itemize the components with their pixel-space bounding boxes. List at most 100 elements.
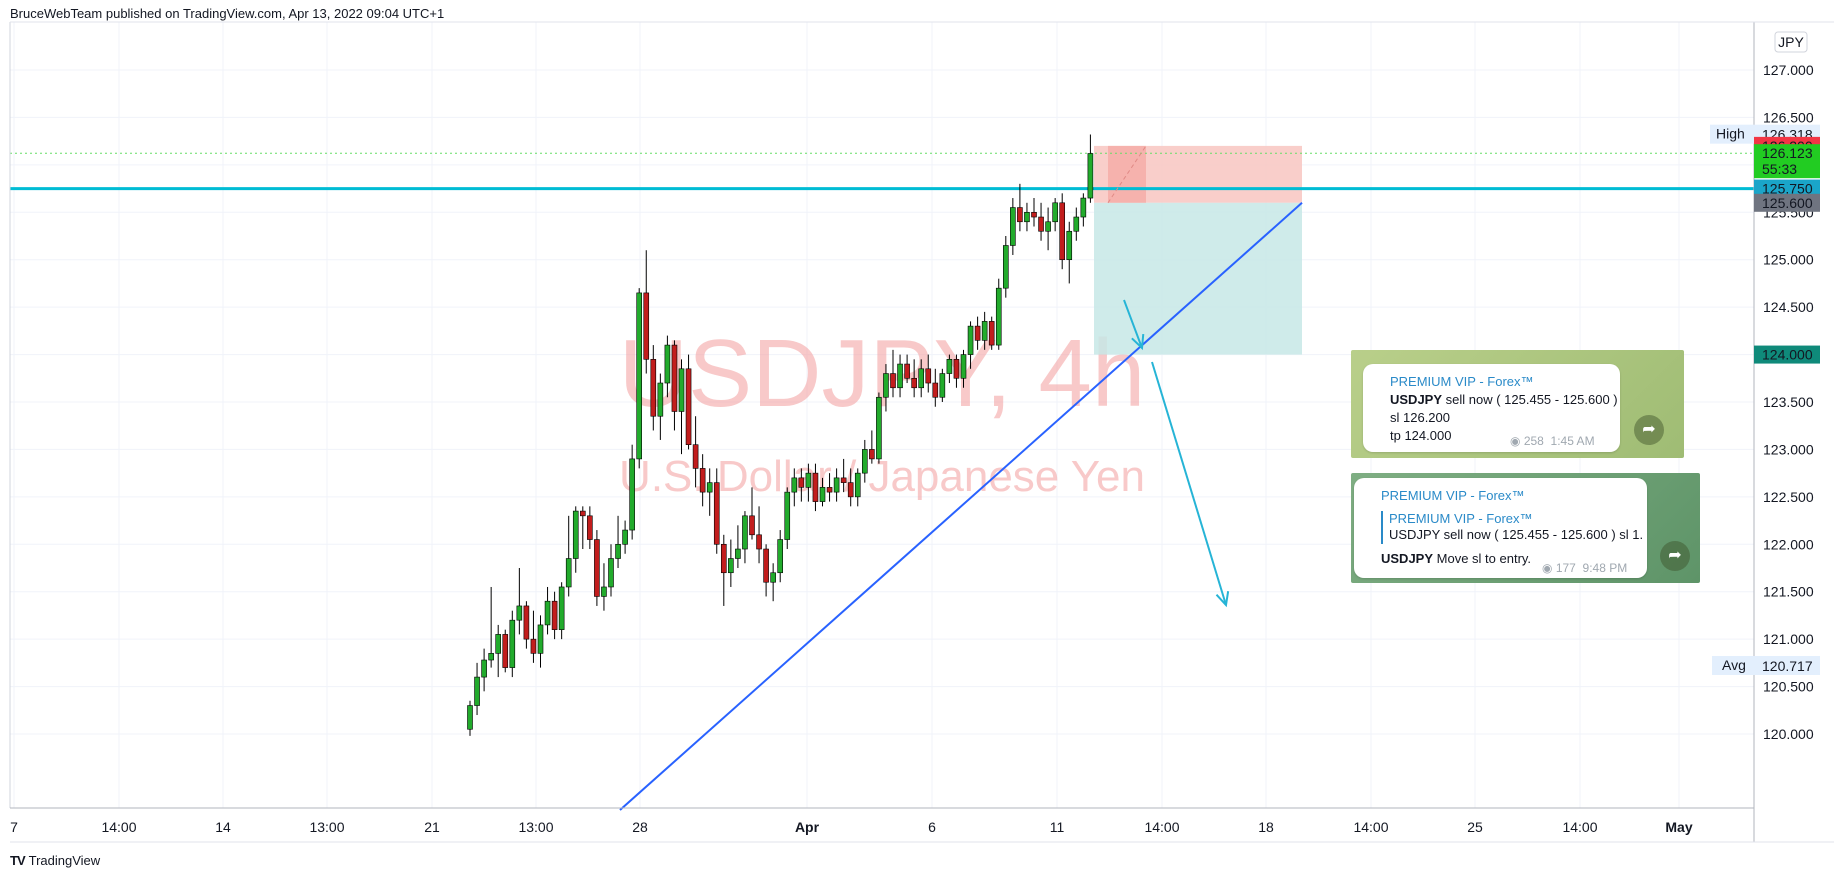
y-tick-label: 126.500	[1763, 109, 1814, 125]
candle-body	[572, 510, 579, 559]
quoted-message: PREMIUM VIP - Forex™ USDJPY sell now ( 1…	[1381, 511, 1643, 544]
candle-body	[805, 472, 812, 488]
candle-body	[890, 373, 896, 389]
candle-body	[1002, 245, 1009, 289]
share-icon[interactable]: ➦	[1660, 541, 1690, 571]
candle-body	[791, 477, 798, 493]
currency-label: JPY	[1778, 34, 1804, 50]
candle-body	[1080, 197, 1087, 218]
candle-body	[467, 705, 473, 730]
candle-body	[1017, 207, 1023, 223]
message-line: USDJPY sell now ( 125.455 - 125.600 )	[1390, 392, 1618, 407]
y-tick-label: 125.000	[1763, 252, 1814, 268]
y-tick-label: 121.500	[1763, 584, 1814, 600]
candle-body	[946, 359, 953, 374]
x-tick-label: 13:00	[309, 819, 344, 835]
candle-body	[1066, 230, 1073, 261]
candle-body	[869, 449, 875, 460]
candle-body	[622, 529, 628, 545]
x-tick-label: 14:00	[1353, 819, 1388, 835]
candle-body	[1052, 202, 1058, 223]
candle-body	[861, 449, 868, 474]
x-tick-label: 14:00	[1144, 819, 1179, 835]
x-tick-label: 28	[632, 819, 648, 835]
candle-body	[735, 548, 741, 559]
last-price-bg	[1754, 144, 1820, 179]
message-meta: ◉ 177 9:48 PM	[1542, 561, 1628, 575]
candle-body	[474, 676, 480, 706]
candle-body	[756, 534, 762, 550]
avg-label-bg	[1712, 655, 1820, 675]
candle-body	[897, 363, 903, 389]
candle-body	[713, 482, 720, 545]
channel-name: PREMIUM VIP - Forex™	[1390, 374, 1534, 389]
candle-body	[763, 548, 769, 583]
candle-body	[671, 344, 678, 412]
y-tick-label: 124.500	[1763, 299, 1814, 315]
candle-body	[960, 354, 967, 379]
candle-body	[728, 558, 734, 574]
quoted-text: USDJPY sell now ( 125.455 - 125.600 ) sl…	[1389, 527, 1643, 542]
arrow-short	[1123, 299, 1143, 349]
quoted-channel: PREMIUM VIP - Forex™	[1389, 511, 1533, 526]
last-price-label: 126.123	[1762, 145, 1813, 161]
telegram-card-1: PREMIUM VIP - Forex™ USDJPY sell now ( 1…	[1351, 350, 1684, 458]
watermark-title: USDJPY, 4h	[619, 320, 1146, 427]
arrow-short-head	[1131, 333, 1145, 351]
x-tick-label: 21	[424, 819, 440, 835]
candle-body	[925, 368, 932, 384]
brand-name: TradingView	[28, 853, 101, 868]
arrow-long-head	[1215, 591, 1230, 608]
entry-price-label-bg	[1754, 193, 1820, 212]
share-icon[interactable]: ➦	[1634, 415, 1664, 445]
eye-icon: ◉	[1542, 561, 1553, 575]
candle-body	[974, 325, 981, 341]
x-tick-label: 13:00	[518, 819, 553, 835]
message-line: USDJPY Move sl to entry.	[1381, 551, 1532, 566]
candle-body	[594, 539, 600, 597]
candle-body	[558, 586, 565, 630]
candle-body	[932, 382, 939, 398]
x-tick-label: Apr	[795, 819, 820, 835]
high-label-name: High	[1716, 126, 1745, 142]
candle-body	[1073, 216, 1080, 232]
tradingview-logo: TV	[10, 853, 26, 868]
y-tick-label: 123.500	[1763, 394, 1814, 410]
candle-body	[587, 515, 593, 540]
candle-body	[530, 638, 537, 654]
drawing-lines	[10, 145, 1754, 811]
price-labels: High126.318126.200126.12355:33125.750125…	[1710, 124, 1820, 675]
x-tick-label: 11	[1050, 819, 1065, 835]
take-profit-zone	[1094, 202, 1302, 355]
message-meta: ◉ 258 1:45 AM	[1510, 434, 1595, 448]
candle-body	[967, 325, 974, 355]
candle-body	[516, 605, 523, 621]
level-price-label: 125.750	[1762, 181, 1813, 197]
candle-body	[601, 586, 607, 597]
candle-body	[650, 359, 657, 417]
eye-icon: ◉	[1510, 434, 1521, 448]
message-line: tp 124.000	[1390, 428, 1452, 443]
candle-body	[678, 368, 685, 412]
candle-body	[544, 600, 551, 626]
avg-label-name: Avg	[1722, 657, 1746, 673]
y-tick-label: 122.000	[1763, 536, 1814, 552]
ascending-trendline	[619, 202, 1303, 811]
candle-body	[833, 477, 840, 493]
candle-body	[812, 472, 819, 502]
position-dashed-line	[1107, 145, 1147, 204]
candle-body	[1045, 221, 1051, 232]
candle-body	[615, 543, 621, 559]
candle-body	[840, 477, 847, 483]
x-tick-label: 6	[928, 819, 936, 835]
candle-body	[847, 482, 854, 498]
projection-arrows	[1123, 299, 1230, 608]
candle-body	[749, 515, 755, 536]
candle-body	[720, 543, 727, 574]
candle-body	[579, 510, 586, 517]
y-tick-label: 121.000	[1763, 631, 1814, 647]
candle-body	[537, 624, 544, 654]
x-tick-label: 14	[215, 819, 231, 835]
x-tick-label: May	[1665, 819, 1692, 835]
candle-body	[692, 444, 699, 469]
